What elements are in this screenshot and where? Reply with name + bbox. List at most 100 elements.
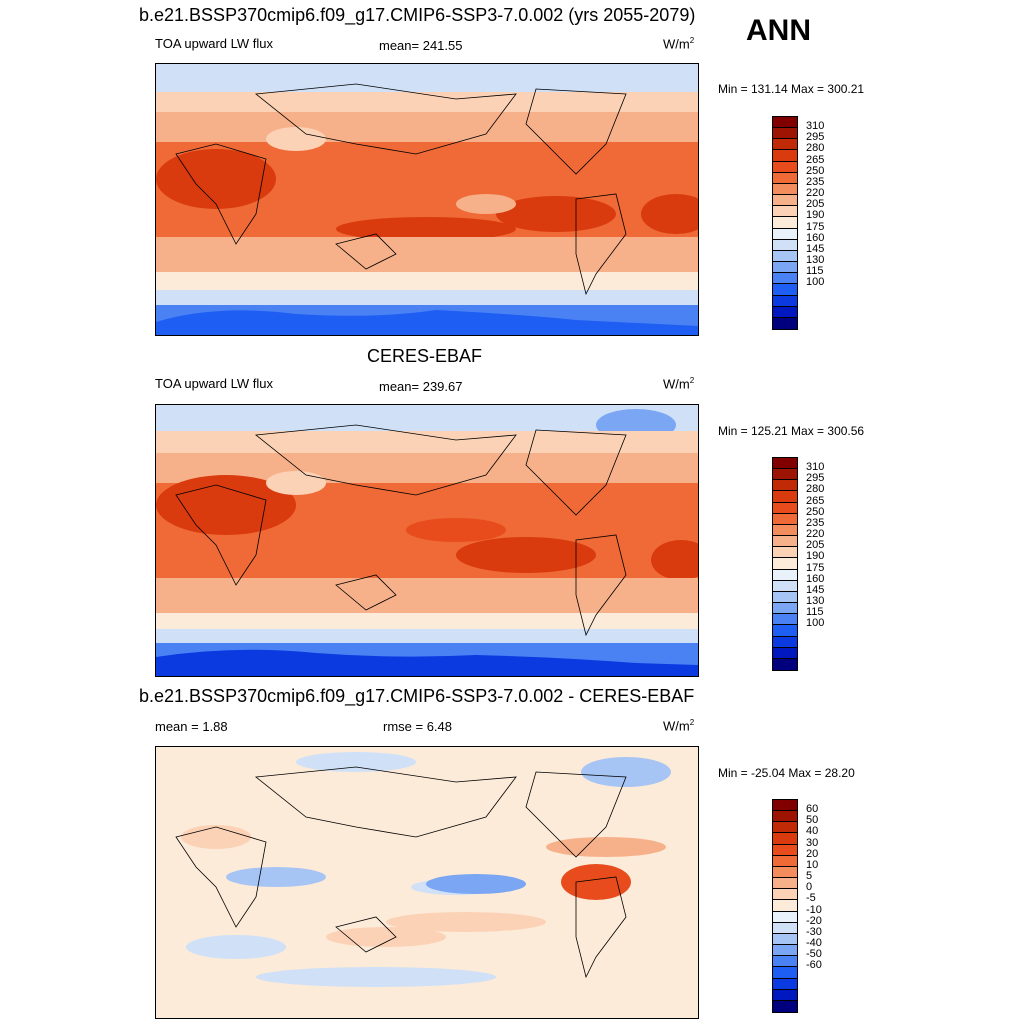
panel-3-colorbar-tick-label: -10 bbox=[806, 903, 822, 916]
panel-3-mean: mean = 1.88 bbox=[155, 719, 228, 734]
panel-3-colorbar-tick-label: 50 bbox=[806, 814, 819, 827]
panel-3-colorbar-swatch bbox=[773, 844, 797, 856]
panel-1-colorbar-tick-label: 190 bbox=[806, 209, 825, 222]
panel-1-colorbar-tick-label: 130 bbox=[806, 254, 825, 267]
panel-1-colorbar-swatch bbox=[773, 150, 797, 162]
panel-2-colorbar-tick-label: 130 bbox=[806, 595, 825, 608]
panel-3-colorbar-tick-label: 30 bbox=[806, 836, 819, 849]
panel-2-colorbar-swatch bbox=[773, 580, 797, 592]
panel-2-colorbar-tick-label: 220 bbox=[806, 528, 825, 541]
panel-1-title: b.e21.BSSP370cmip6.f09_g17.CMIP6-SSP3-7.… bbox=[139, 5, 696, 25]
panel-1-colorbar-swatch bbox=[773, 317, 797, 329]
panel-3-colorbar-swatch bbox=[773, 855, 797, 867]
panel-3-colorbar-swatch bbox=[773, 900, 797, 912]
panel-3-colorbar-swatch bbox=[773, 833, 797, 845]
panel-3-colorbar-swatch bbox=[773, 866, 797, 879]
panel-1-colorbar-tick-label: 100 bbox=[806, 276, 825, 289]
panel-3-minmax: Min = -25.04 Max = 28.20 bbox=[718, 766, 855, 780]
panel-2-colorbar-tick-label: 115 bbox=[806, 606, 824, 619]
panel-3-title: b.e21.BSSP370cmip6.f09_g17.CMIP6-SSP3-7.… bbox=[139, 686, 695, 706]
panel-1-colorbar-swatch bbox=[773, 183, 797, 196]
panel-2-colorbar-tick-label: 205 bbox=[806, 539, 825, 552]
panel-1-colorbar-swatch bbox=[773, 195, 797, 207]
panel-2-colorbar-tick-label: 310 bbox=[806, 461, 825, 474]
panel-3-colorbar-swatch bbox=[773, 878, 797, 890]
panel-2-units: W/m2 bbox=[663, 376, 695, 392]
panel-2-title: CERES-EBAF bbox=[367, 346, 483, 366]
panel-3-colorbar-tick-label: 40 bbox=[806, 825, 819, 838]
season-label: ANN bbox=[746, 14, 811, 47]
panel-1-colorbar-tick-label: 235 bbox=[806, 175, 825, 188]
panel-2-colorbar-tick-label: 265 bbox=[806, 494, 825, 507]
panel-1-colorbar-swatch bbox=[773, 172, 797, 184]
panel-1-colorbar-tick-label: 175 bbox=[806, 220, 825, 233]
panel-2-colorbar-tick-label: 145 bbox=[806, 583, 825, 596]
panel-2-colorbar-swatch bbox=[773, 469, 797, 481]
panel-3-colorbar bbox=[772, 799, 798, 1013]
panel-1-colorbar-swatch bbox=[773, 273, 797, 285]
panel-3-colorbar-tick-label: 60 bbox=[806, 803, 819, 816]
panel-3-colorbar-swatch bbox=[773, 811, 797, 823]
panel-3-colorbar-swatch bbox=[773, 1000, 797, 1012]
panel-1-map bbox=[155, 63, 699, 336]
panel-2-colorbar-swatch bbox=[773, 658, 797, 670]
panel-3-colorbar-cells bbox=[773, 800, 797, 1012]
panel-2-colorbar-tick-label: 235 bbox=[806, 516, 825, 529]
panel-3-colorbar-tick-label: 0 bbox=[806, 881, 813, 894]
panel-2-mean: mean= 239.67 bbox=[379, 379, 463, 394]
panel-1-colorbar-swatch bbox=[773, 139, 797, 151]
panel-2-variable: TOA upward LW flux bbox=[155, 376, 274, 391]
panel-1-colorbar-swatch bbox=[773, 262, 797, 274]
panel-1-colorbar-tick-label: 145 bbox=[806, 242, 825, 255]
panel-1-colorbar-tick-label: 115 bbox=[806, 265, 824, 278]
panel-1-colorbar-swatch bbox=[773, 284, 797, 296]
panel-3-units: W/m2 bbox=[663, 718, 695, 734]
panel-3-colorbar-swatch bbox=[773, 922, 797, 934]
panel-1-field bbox=[156, 64, 698, 335]
panel-1-variable: TOA upward LW flux bbox=[155, 36, 274, 51]
panel-2-colorbar-swatch bbox=[773, 603, 797, 615]
panel-1-colorbar-tick-label: 265 bbox=[806, 153, 825, 166]
panel-1-colorbar-tick-label: 160 bbox=[806, 231, 825, 244]
panel-3-colorbar-swatch bbox=[773, 933, 797, 946]
panel-3-colorbar-tick-label: -60 bbox=[806, 959, 822, 972]
panel-3-colorbar-swatch bbox=[773, 956, 797, 968]
panel-1-minmax: Min = 131.14 Max = 300.21 bbox=[718, 82, 865, 96]
panel-2-colorbar-swatch bbox=[773, 614, 797, 626]
panel-1-colorbar-swatch bbox=[773, 239, 797, 251]
panel-3-colorbar-swatch bbox=[773, 800, 797, 812]
panel-1-colorbar-swatch bbox=[773, 206, 797, 218]
panel-3-colorbar-swatch bbox=[773, 967, 797, 979]
panel-2-colorbar-swatch bbox=[773, 458, 797, 470]
panel-2-colorbar-tick-label: 190 bbox=[806, 550, 825, 563]
panel-1-colorbar bbox=[772, 116, 798, 330]
panel-2-map bbox=[155, 404, 699, 677]
panel-1-colorbar-swatch bbox=[773, 117, 797, 129]
panel-3-colorbar-tick-label: -50 bbox=[806, 948, 822, 961]
panel-3-colorbar-tick-label: -5 bbox=[806, 892, 816, 905]
panel-3-rmse: rmse = 6.48 bbox=[383, 719, 453, 734]
panel-3-colorbar-swatch bbox=[773, 989, 797, 1001]
panel-1-colorbar-cells bbox=[773, 117, 797, 329]
panel-1-colorbar-tick-label: 220 bbox=[806, 187, 825, 200]
panel-1-colorbar-swatch bbox=[773, 228, 797, 240]
panel-2-colorbar-swatch bbox=[773, 647, 797, 659]
panel-1-colorbar-swatch bbox=[773, 161, 797, 173]
panel-2-colorbar-swatch bbox=[773, 625, 797, 637]
panel-2-colorbar-swatch bbox=[773, 524, 797, 537]
panel-3-colorbar-swatch bbox=[773, 945, 797, 957]
panel-2-colorbar-tick-label: 175 bbox=[806, 561, 825, 574]
panel-3-colorbar-tick-label: 5 bbox=[806, 870, 813, 883]
panel-3-colorbar-swatch bbox=[773, 978, 797, 990]
panel-2-colorbar-swatch bbox=[773, 480, 797, 492]
panel-1-colorbar-tick-label: 205 bbox=[806, 198, 825, 211]
panel-1-mean: mean= 241.55 bbox=[379, 38, 463, 53]
panel-2-colorbar-swatch bbox=[773, 558, 797, 570]
panel-2-colorbar-swatch bbox=[773, 536, 797, 548]
panel-1-colorbar-tick-label: 310 bbox=[806, 120, 825, 133]
panel-2-colorbar-tick-label: 280 bbox=[806, 483, 825, 496]
panel-2-colorbar-swatch bbox=[773, 636, 797, 648]
panel-1-colorbar-swatch bbox=[773, 217, 797, 229]
panel-2-field bbox=[156, 405, 698, 676]
panel-2-colorbar-swatch bbox=[773, 547, 797, 559]
